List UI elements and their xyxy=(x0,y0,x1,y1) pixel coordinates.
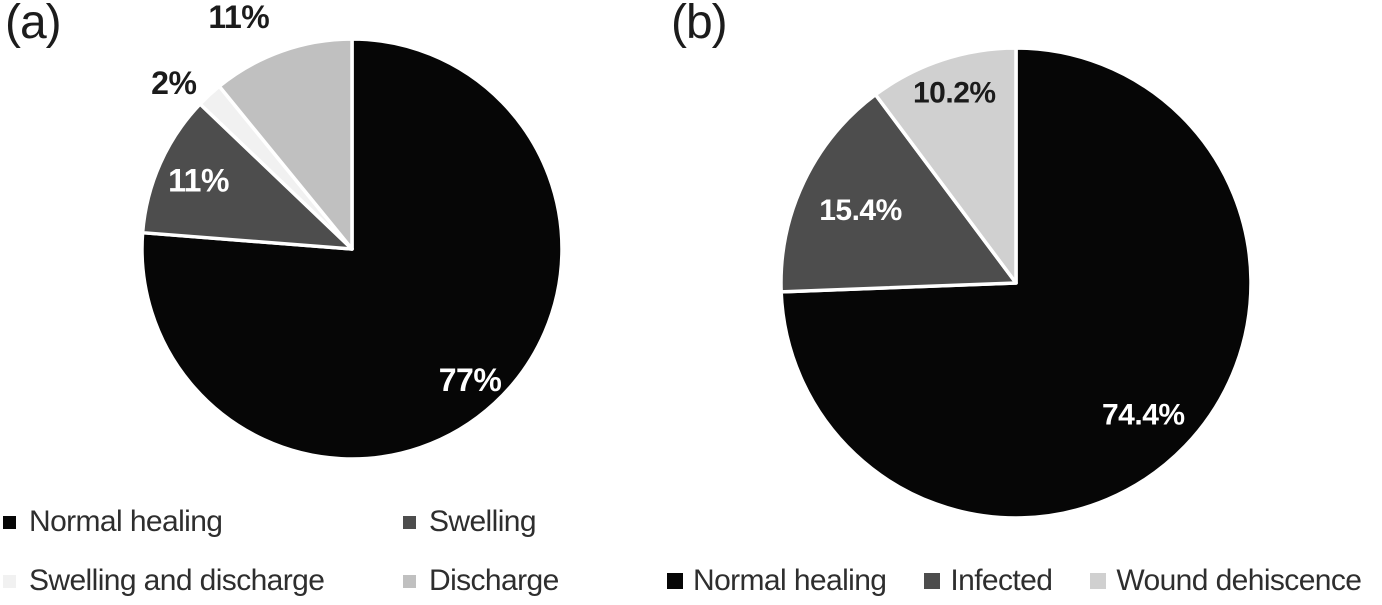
legend-b-label-infected: Infected xyxy=(950,564,1053,597)
legend-a-item-swelling: Swelling xyxy=(403,503,653,541)
legend-a-label-swelling: Swelling xyxy=(429,505,537,538)
legend-a-item-normal-healing: Normal healing xyxy=(3,503,403,541)
legend-a-swatch-discharge xyxy=(403,574,416,588)
pie-a-value-label-discharge: 11% xyxy=(208,0,269,35)
pie-a-slice-swelling xyxy=(140,102,354,251)
legend-a-swatch-swelling-and-discharge xyxy=(3,574,16,588)
legend-b-swatch-normal-healing xyxy=(667,573,683,589)
legend-a-label-swelling-and-discharge: Swelling and discharge xyxy=(29,564,325,597)
legend-b-swatch-wound-dehiscence xyxy=(1090,573,1107,589)
pie-b-slice-wound-dehiscence xyxy=(873,46,1018,285)
legend-b-item-wound-dehiscence: Wound dehiscence xyxy=(1090,563,1362,599)
legend-a-label-discharge: Discharge xyxy=(429,564,559,597)
legend-b-item-normal-healing: Normal healing xyxy=(667,563,887,599)
legend-a-item-discharge: Discharge xyxy=(403,562,653,600)
legend-a-item-swelling-and-discharge: Swelling and discharge xyxy=(3,562,403,600)
pie-b-value-label-infected: 15.4% xyxy=(819,194,902,227)
pie-b-value-label-normal-healing: 74.4% xyxy=(1102,398,1185,431)
pie-b-slice-infected xyxy=(779,92,1018,294)
pie-a-value-label-swelling: 11% xyxy=(168,163,229,199)
legend-a-swatch-swelling xyxy=(403,515,416,529)
legend-b-swatch-infected xyxy=(924,573,941,589)
pie-a-value-label-swelling-and-discharge: 2% xyxy=(151,65,196,101)
legend-b-label-wound-dehiscence: Wound dehiscence xyxy=(1116,564,1362,597)
legend-b-label-normal-healing: Normal healing xyxy=(693,564,887,597)
pie-a-value-label-normal-healing: 77% xyxy=(439,362,502,398)
panel-a-label: (a) xyxy=(5,0,62,49)
legend-chart-a: Normal healing Swelling Swelling and disch… xyxy=(3,503,653,600)
pie-b-value-label-wound-dehiscence: 10.2% xyxy=(913,77,996,110)
panel-b-label: (b) xyxy=(671,0,728,49)
pie-a-slice-normal-healing xyxy=(140,37,564,461)
legend-a-swatch-normal-healing xyxy=(3,515,16,529)
legend-b-item-infected: Infected xyxy=(924,563,1053,599)
pie-a-slice-discharge xyxy=(217,37,354,251)
legend-a-label-normal-healing: Normal healing xyxy=(29,505,223,538)
legend-chart-b: Normal healing Infected Wound dehiscence xyxy=(667,563,1362,599)
